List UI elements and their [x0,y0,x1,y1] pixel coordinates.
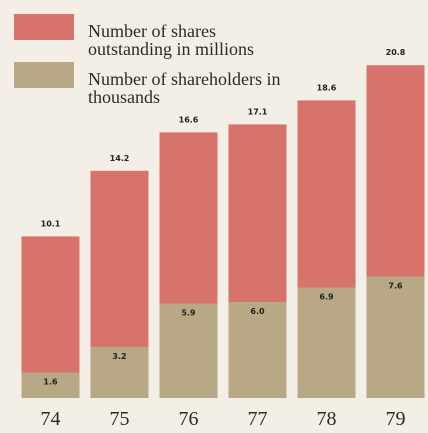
x-tick-label: 76 [179,408,199,430]
data-label: 14.2 [110,154,130,163]
legend-label: Number of shareholders in thousands [88,69,281,107]
legend-label: Number of shares outstanding in millions [88,21,255,59]
x-tick-label: 78 [317,408,337,430]
data-label: 6.0 [250,307,265,316]
bar [21,236,80,398]
data-label: 17.1 [248,107,268,116]
data-label: 1.6 [43,377,58,386]
data-label: 18.6 [317,83,337,92]
x-tick-label: 79 [386,408,406,430]
bar [228,302,287,398]
bar [297,287,356,398]
bar [21,372,80,398]
data-label: 20.8 [386,48,406,57]
data-label: 10.1 [41,219,61,228]
data-label: 6.9 [319,293,334,302]
bar [159,303,218,398]
data-label: 16.6 [179,115,199,124]
bar [90,346,149,398]
data-label: 5.9 [181,309,196,318]
data-label: 3.2 [112,352,126,361]
legend-swatch [14,14,74,40]
x-tick-label: 77 [248,408,268,430]
data-label: 7.6 [388,281,403,290]
bar [366,276,425,398]
x-tick-label: 75 [110,408,130,430]
legend-swatch [14,62,74,88]
x-tick-label: 74 [41,408,61,430]
